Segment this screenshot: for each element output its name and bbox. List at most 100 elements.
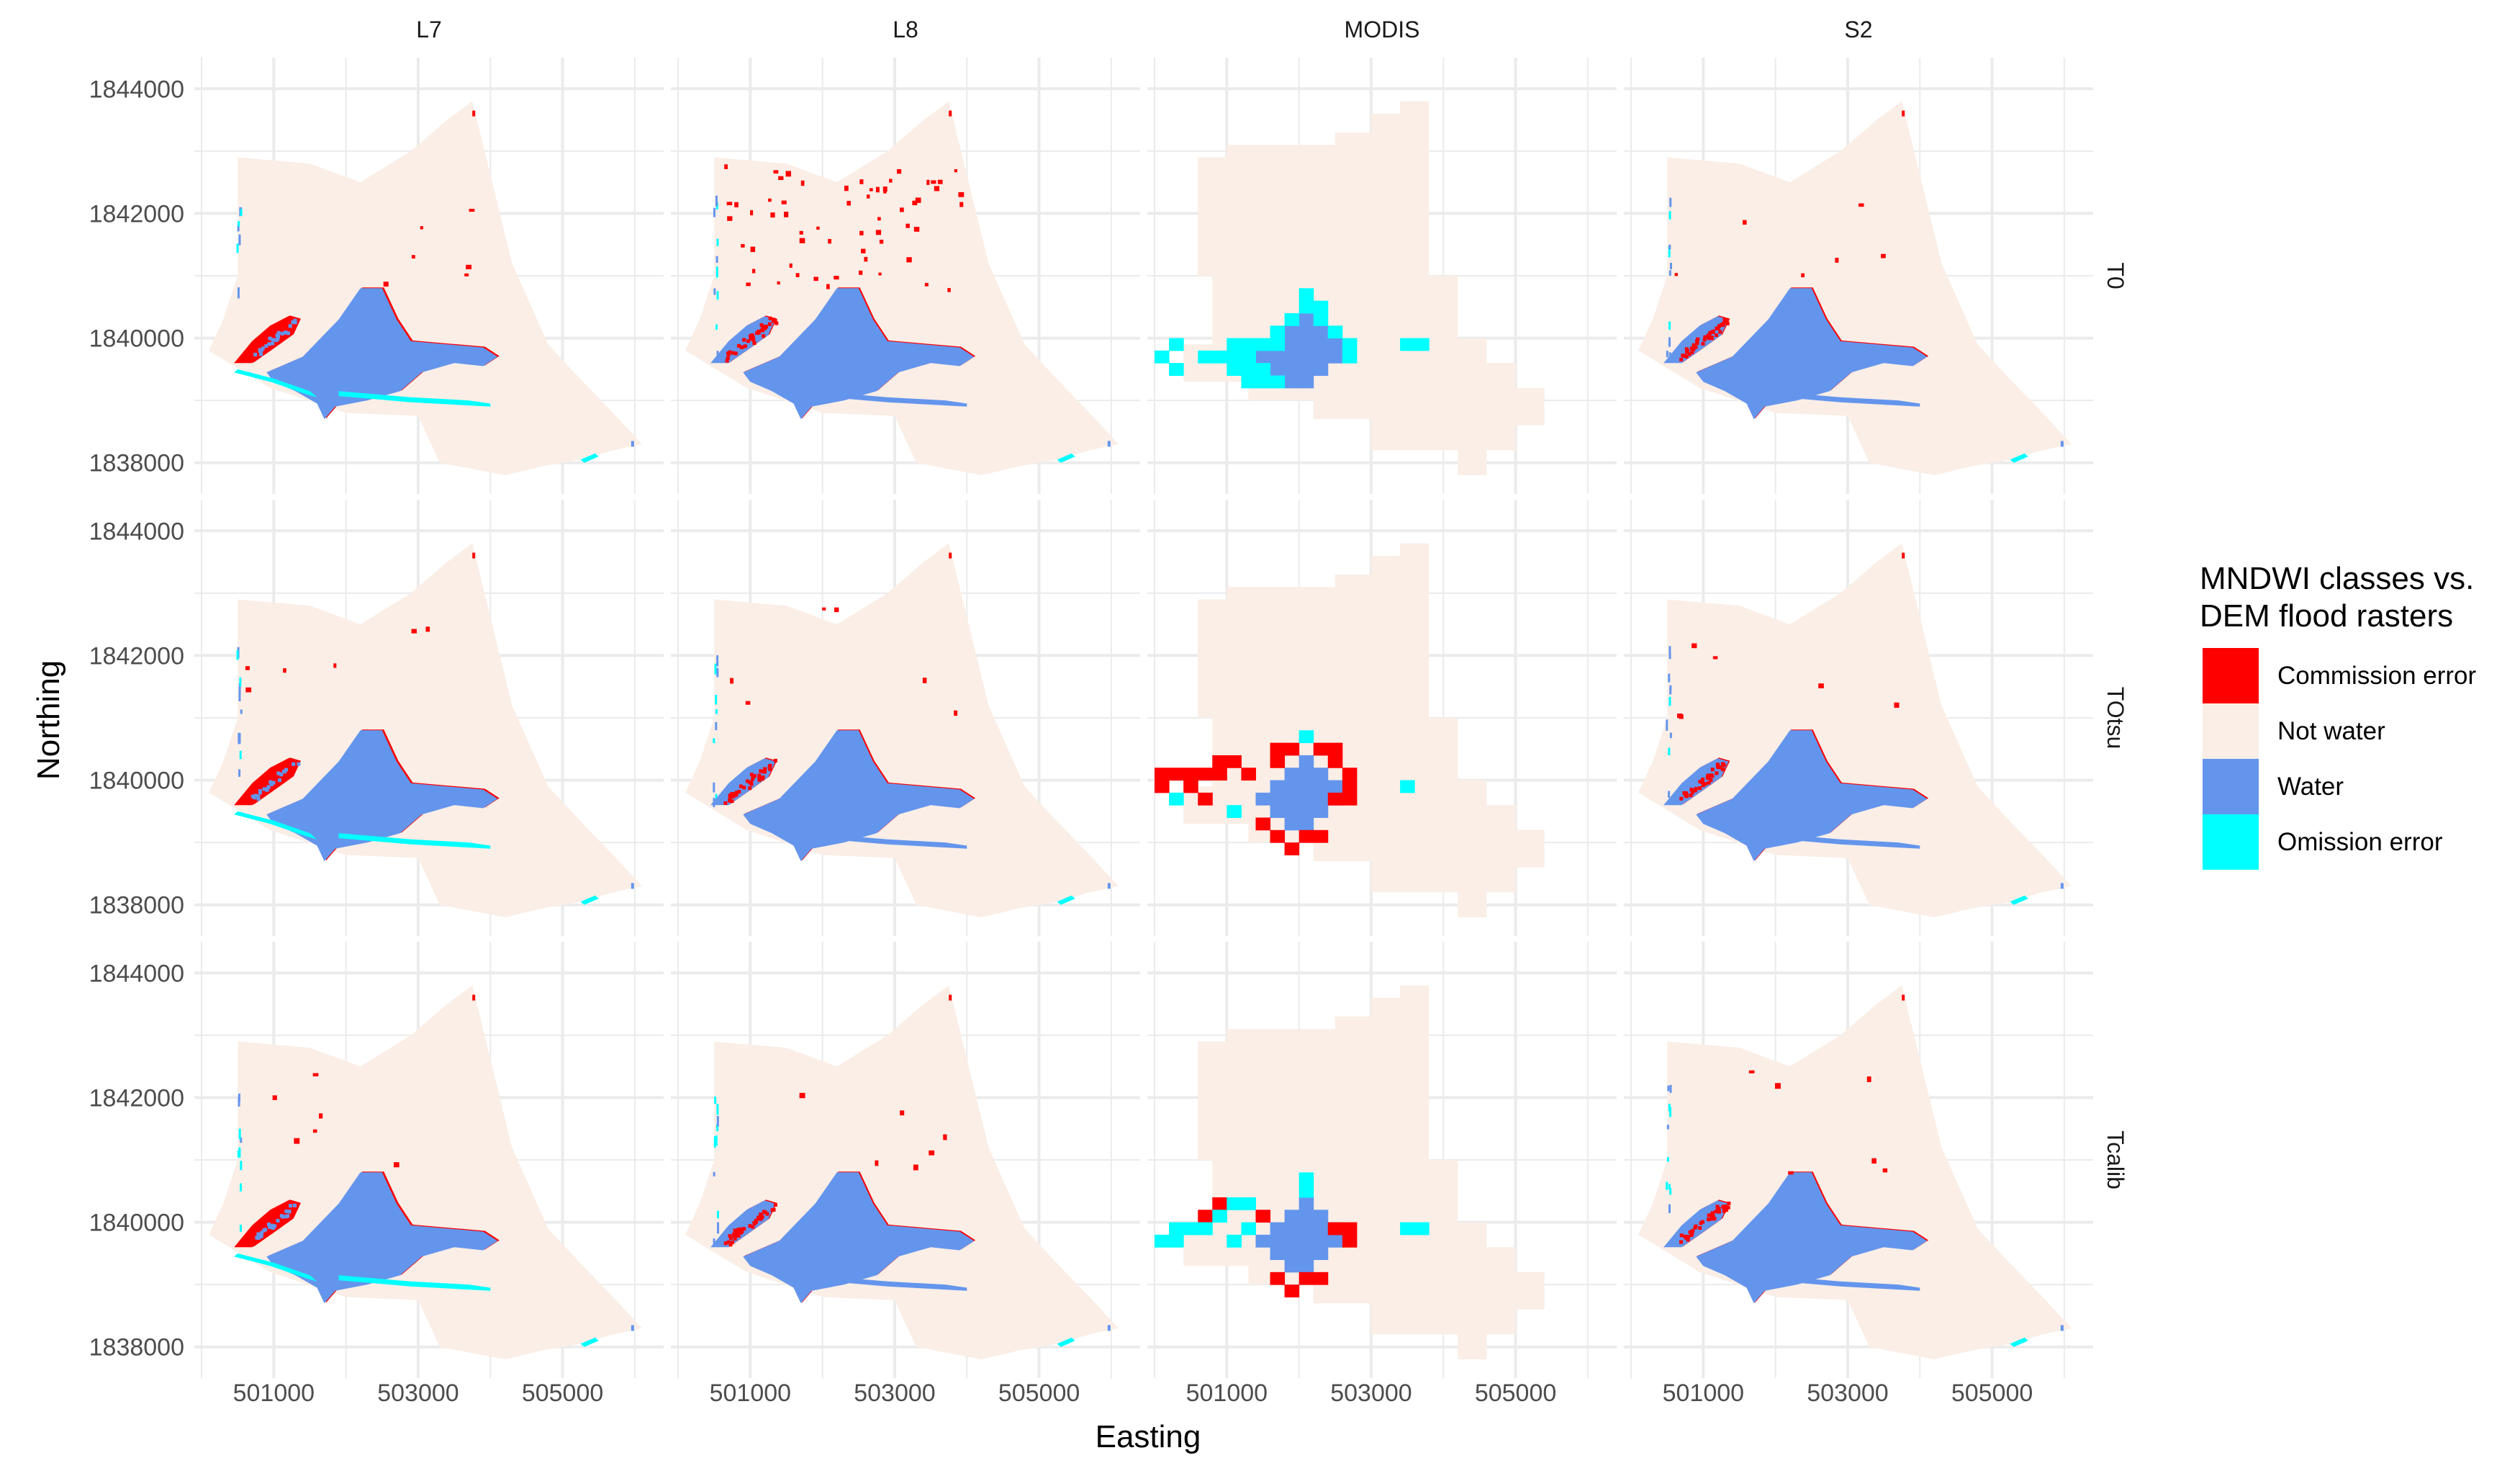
commission-error-pixel xyxy=(844,185,849,192)
water-pixel xyxy=(284,1209,289,1213)
edge-speck xyxy=(239,750,242,760)
omission-error-cell xyxy=(1400,338,1415,351)
water-pixel xyxy=(260,1230,264,1235)
water-pixel xyxy=(253,352,258,356)
omission-error-cell xyxy=(1241,1197,1256,1210)
panel-l7-totsu xyxy=(194,500,664,936)
commission-error-pixel xyxy=(1707,780,1711,785)
edge-speck xyxy=(1668,654,1671,660)
commission-error-pixel xyxy=(1714,1210,1718,1214)
water-cell xyxy=(1299,780,1314,793)
commission-error-pixel xyxy=(770,1208,774,1212)
water-cell xyxy=(1327,1234,1343,1248)
commission-error-pixel xyxy=(834,607,839,613)
commission-error-pixel xyxy=(742,338,746,342)
commission-error-pixel xyxy=(929,1150,935,1156)
commission-error-pixel xyxy=(828,238,831,244)
commission-error-pixel xyxy=(1689,793,1693,798)
legend: MNDWI classes vs. DEM flood rasters Comm… xyxy=(2200,561,2476,870)
omission-error-cell xyxy=(1270,375,1286,389)
commission-error-pixel xyxy=(472,994,476,1001)
commission-error-pixel xyxy=(749,780,754,785)
commission-error-pixel xyxy=(1679,1233,1684,1238)
commission-error-pixel xyxy=(752,1221,757,1225)
water-pixel xyxy=(283,330,287,335)
commission-error-cell xyxy=(1284,1284,1300,1297)
edge-speck xyxy=(1668,211,1671,220)
water-cell xyxy=(1270,1222,1286,1236)
commission-error-pixel xyxy=(1725,321,1730,325)
water-cell xyxy=(1270,1234,1286,1248)
water-cell xyxy=(1299,755,1314,768)
commission-error-pixel xyxy=(749,773,754,777)
water-cell xyxy=(1270,363,1286,377)
water-cell xyxy=(1284,1259,1300,1273)
commission-error-cell xyxy=(1255,817,1271,831)
commission-error-pixel xyxy=(1701,778,1705,782)
water-cell xyxy=(1299,1210,1314,1223)
commission-error-pixel xyxy=(1695,341,1699,346)
commission-error-pixel xyxy=(757,773,762,778)
edge-speck xyxy=(713,288,716,295)
commission-error-cell xyxy=(1241,768,1256,781)
commission-error-pixel xyxy=(1859,203,1864,207)
omission-error-strip xyxy=(234,1253,317,1282)
commission-error-pixel xyxy=(1694,786,1698,791)
water-pixel xyxy=(288,324,292,328)
edge-speck xyxy=(1668,1184,1671,1190)
commission-error-pixel xyxy=(1684,794,1689,798)
omission-error-cell xyxy=(1212,350,1227,364)
commission-error-pixel xyxy=(759,323,764,327)
commission-error-pixel xyxy=(943,1134,947,1140)
commission-error-pixel xyxy=(757,778,762,782)
commission-error-pixel xyxy=(752,269,756,274)
commission-error-pixel xyxy=(859,179,864,184)
legend-title-line-1: MNDWI classes vs. xyxy=(2200,561,2474,596)
omission-error-speck xyxy=(2010,1337,2028,1347)
omission-error-cell xyxy=(1255,363,1271,377)
commission-error-pixel xyxy=(1748,1070,1755,1074)
commission-error-pixel xyxy=(937,179,943,184)
water-cell xyxy=(1299,1197,1314,1210)
commission-error-pixel xyxy=(1715,1205,1720,1209)
commission-error-pixel xyxy=(746,282,751,287)
water-pixel xyxy=(266,785,271,789)
edge-speck xyxy=(1669,263,1672,269)
commission-error-pixel xyxy=(728,350,732,354)
omission-error-cell xyxy=(1183,1222,1198,1236)
legend-label-commission-error: Commission error xyxy=(2277,662,2476,690)
commission-error-pixel xyxy=(752,341,757,346)
water-cell xyxy=(1284,350,1300,364)
main-water-body xyxy=(1696,288,1928,420)
commission-error-pixel xyxy=(1716,1208,1720,1212)
not-water-area xyxy=(1183,543,1545,917)
commission-error-cell xyxy=(1270,829,1286,843)
commission-error-cell xyxy=(1327,1222,1343,1236)
omission-error-cell xyxy=(1414,1222,1430,1236)
water-pixel xyxy=(250,794,255,798)
omission-error-speck xyxy=(1057,453,1075,463)
commission-error-cell xyxy=(1313,742,1329,756)
main-water-body xyxy=(266,1172,498,1304)
edge-speck xyxy=(1666,1157,1669,1162)
omission-error-cell xyxy=(1198,1222,1213,1236)
edge-speck xyxy=(236,243,239,253)
commission-error-pixel xyxy=(781,200,787,204)
commission-error-pixel xyxy=(751,777,755,781)
water-pixel xyxy=(289,1204,293,1208)
edge-speck xyxy=(715,695,718,705)
water-pixel xyxy=(262,1228,266,1233)
commission-error-pixel xyxy=(319,1113,323,1119)
commission-error-pixel xyxy=(1902,110,1905,117)
water-speck xyxy=(1107,883,1111,889)
commission-error-pixel xyxy=(1686,1238,1690,1242)
water-pixel xyxy=(279,1214,284,1218)
commission-error-pixel xyxy=(1721,1205,1725,1209)
commission-error-pixel xyxy=(761,326,765,330)
commission-error-pixel xyxy=(1696,337,1700,341)
water-pixel xyxy=(256,1236,261,1241)
commission-error-pixel xyxy=(730,1241,734,1245)
water-pixel xyxy=(276,1218,280,1223)
commission-error-pixel xyxy=(922,678,927,683)
edge-speck xyxy=(1666,351,1668,358)
